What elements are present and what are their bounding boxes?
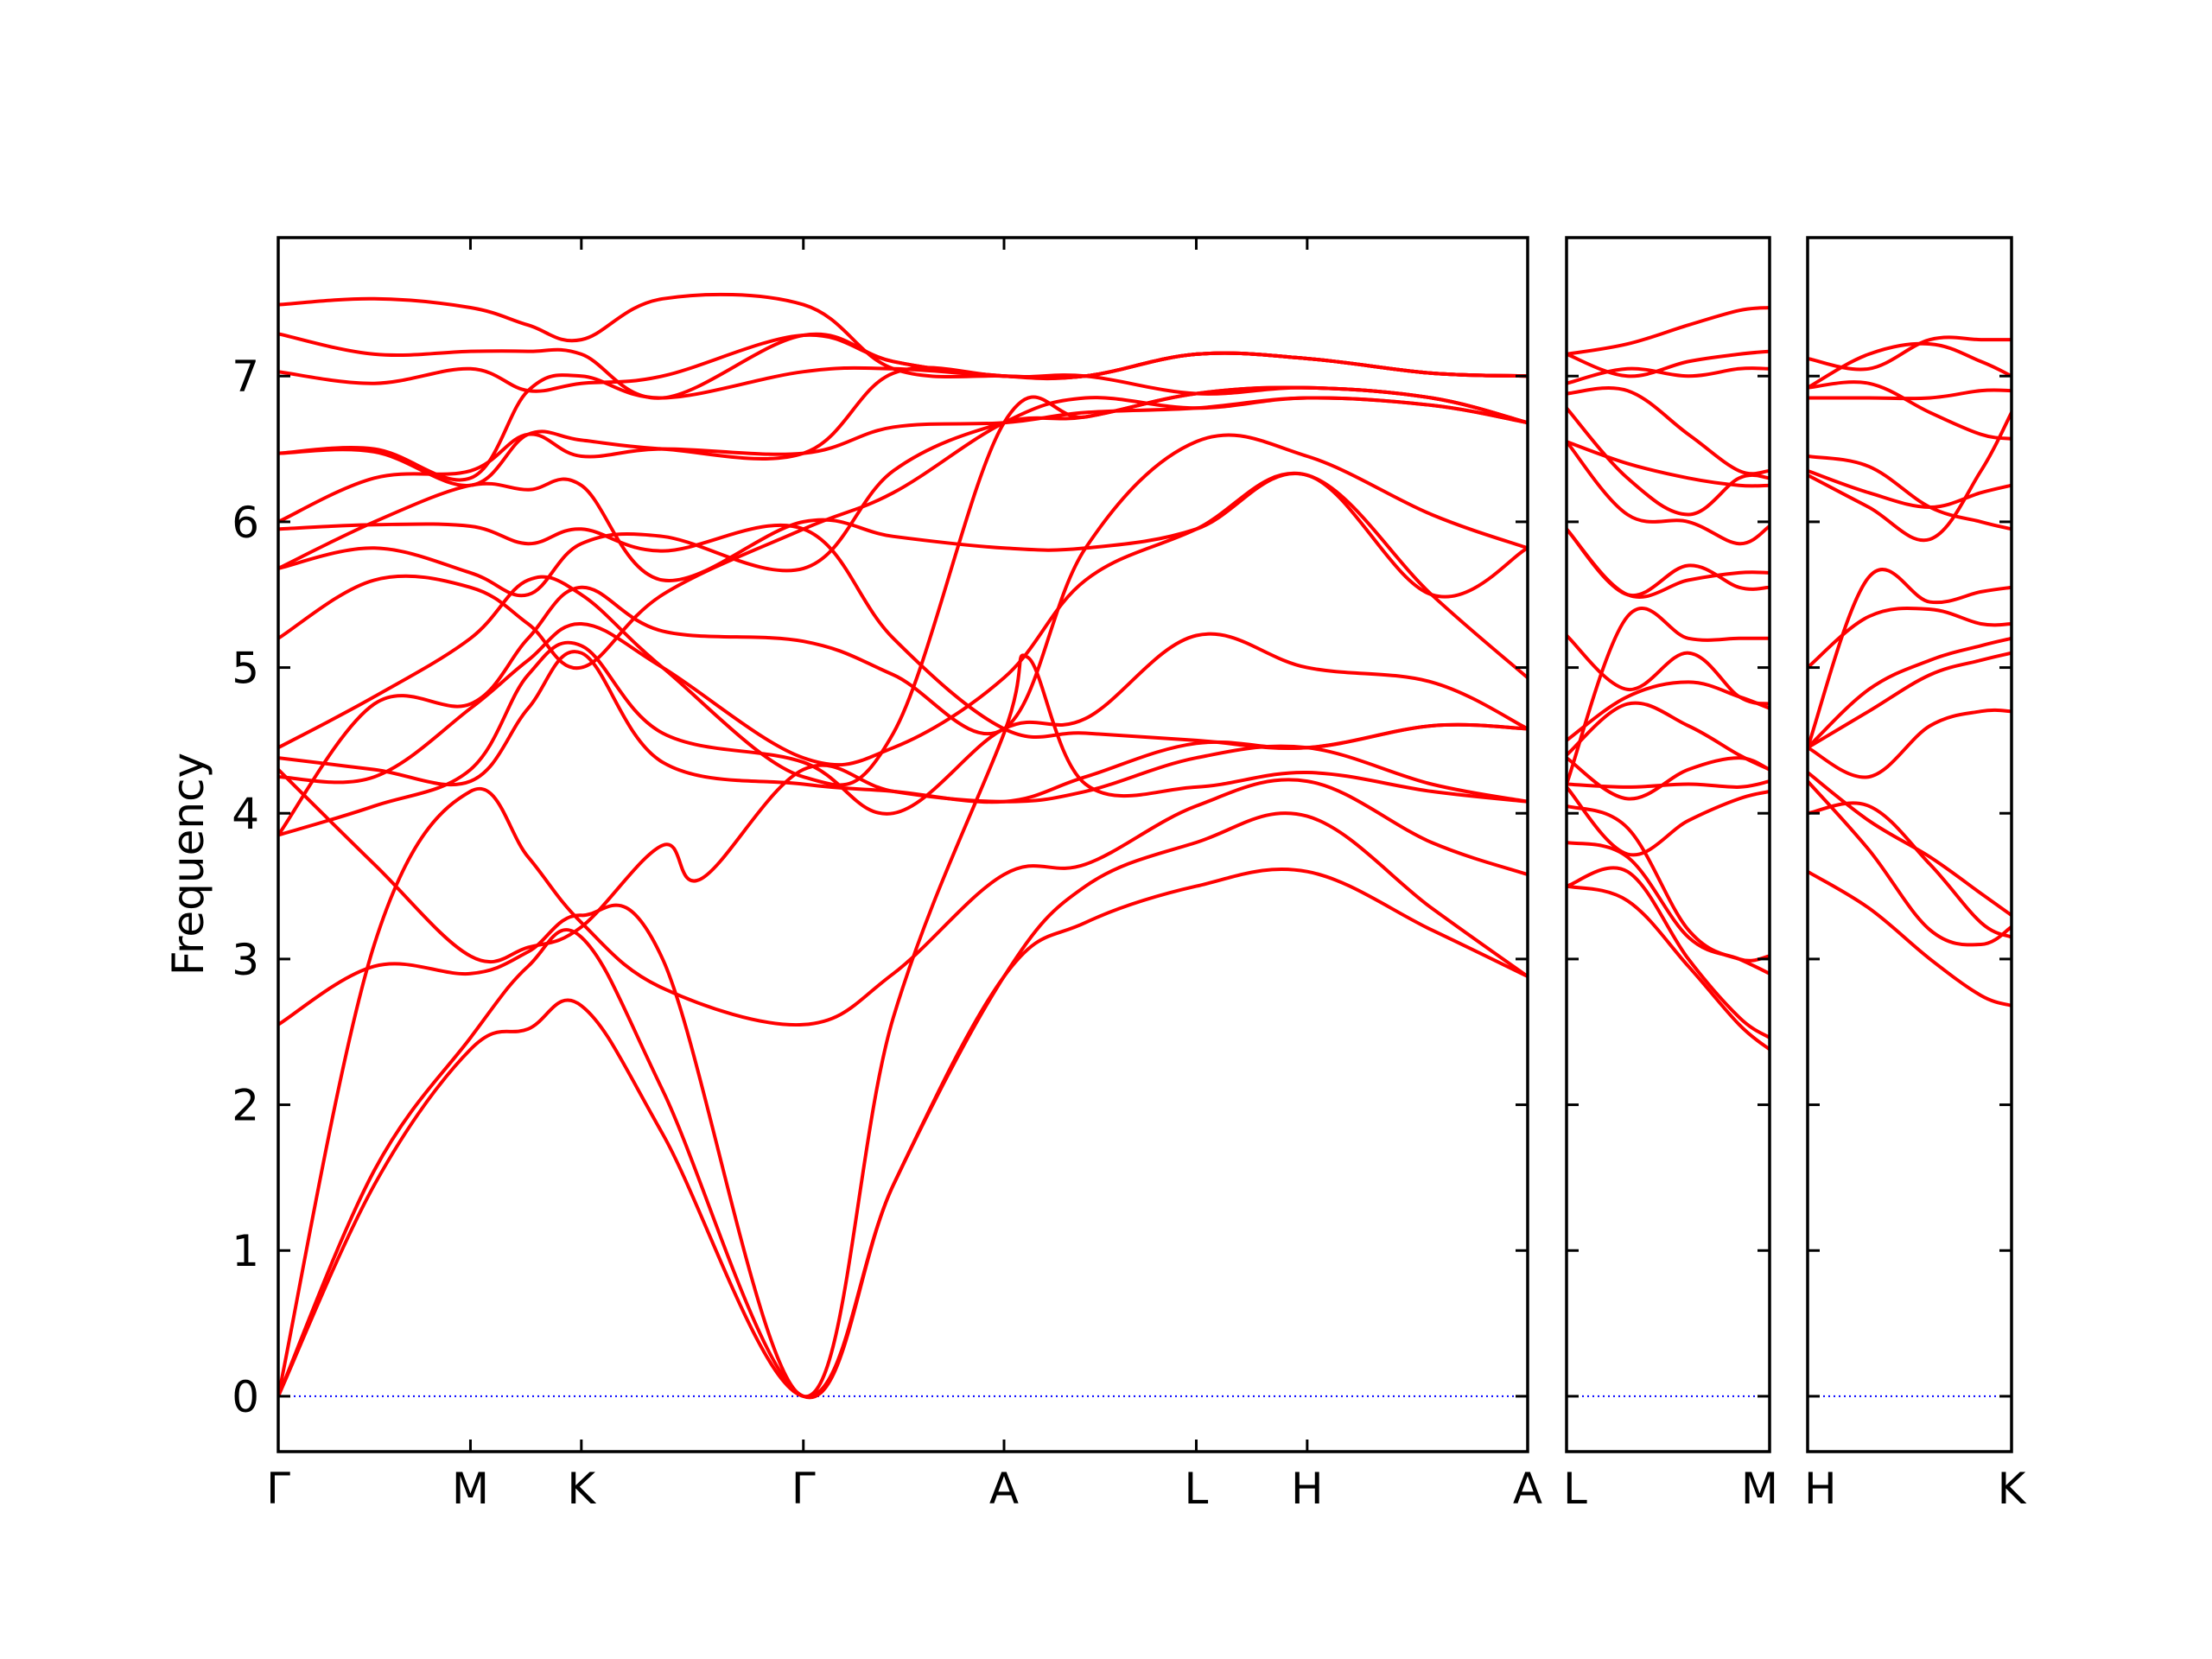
band-7 [1567,756,1770,801]
band-14 [278,472,1528,599]
band-8 [278,471,1528,785]
band-10 [1567,633,1770,706]
x-tick-label: A [989,1464,1019,1514]
y-tick-label: 6 [232,498,259,548]
plot-frame [1806,236,2013,1453]
band-3 [1567,841,1770,976]
band-2 [278,811,1528,1400]
x-tick-label: K [567,1464,596,1514]
band-4 [278,653,1528,1398]
x-tick-label: M [452,1464,489,1514]
y-axis-title: Frequency [163,753,213,976]
band-1 [1808,869,2012,1007]
x-tick-label: H [1804,1464,1837,1514]
band-8 [1567,701,1770,772]
band-12 [278,385,1528,598]
band-2 [1567,866,1770,1039]
band-9 [1808,568,2012,750]
band-5 [1808,708,2012,779]
x-tick-label: K [1998,1464,2027,1514]
y-tick-label: 1 [232,1226,259,1276]
band-15 [278,396,1528,524]
band-3 [1808,779,2012,947]
band-3 [278,778,1528,1398]
x-tick-label: H [1291,1464,1324,1514]
band-6 [1808,651,2012,750]
band-12 [1567,527,1770,598]
band-14 [1808,380,2012,441]
band-6 [278,650,1528,804]
x-tick-label: M [1741,1464,1778,1514]
band-1 [278,867,1528,1399]
band-11 [278,396,1528,671]
band-19 [1567,349,1770,378]
panel-1: 0 1 2 3 4 5 6 7 Γ M K Γ A L H A [232,236,1542,1514]
band-1 [1567,884,1770,1052]
band-18 [278,333,1528,425]
band-12 [1808,468,2012,509]
y-tick-label: 3 [232,935,259,985]
band-4 [1808,771,2012,918]
x-tick-label: L [1185,1464,1209,1514]
band-4 [1567,804,1770,963]
band-group [278,292,1528,1400]
band-group [1567,306,1770,1052]
band-18 [1567,366,1770,385]
band-13 [1567,527,1770,599]
band-16 [1567,406,1770,517]
plot-frame [1565,236,1771,1453]
band-9 [278,433,1528,837]
band-20 [1567,306,1770,356]
band-20 [278,292,1528,380]
y-tick-label: 2 [232,1081,259,1131]
band-13 [278,522,1528,750]
x-tick-label: Γ [791,1464,816,1514]
band-11 [1567,607,1770,786]
band-6 [1567,779,1770,789]
band-10 [1808,410,2012,543]
band-15 [1808,335,2012,372]
band-5 [278,744,1528,964]
plot-frame [276,236,1529,1453]
band-2 [1808,801,2012,939]
band-13 [1808,388,2012,401]
band-7 [278,632,1528,837]
band-7 [1808,636,2012,750]
band-16 [1808,341,2012,390]
band-17 [1567,386,1770,476]
y-tick-label: 4 [232,789,259,839]
x-tick-label: Γ [266,1464,290,1514]
band-group [1808,335,2012,1007]
x-tick-label: A [1513,1464,1542,1514]
x-tick-label: L [1563,1464,1587,1514]
band-5 [1567,785,1770,857]
band-14 [1567,440,1770,546]
y-tick-label: 0 [232,1372,259,1422]
y-tick-label: 7 [232,352,259,402]
y-tick-label: 5 [232,644,259,694]
